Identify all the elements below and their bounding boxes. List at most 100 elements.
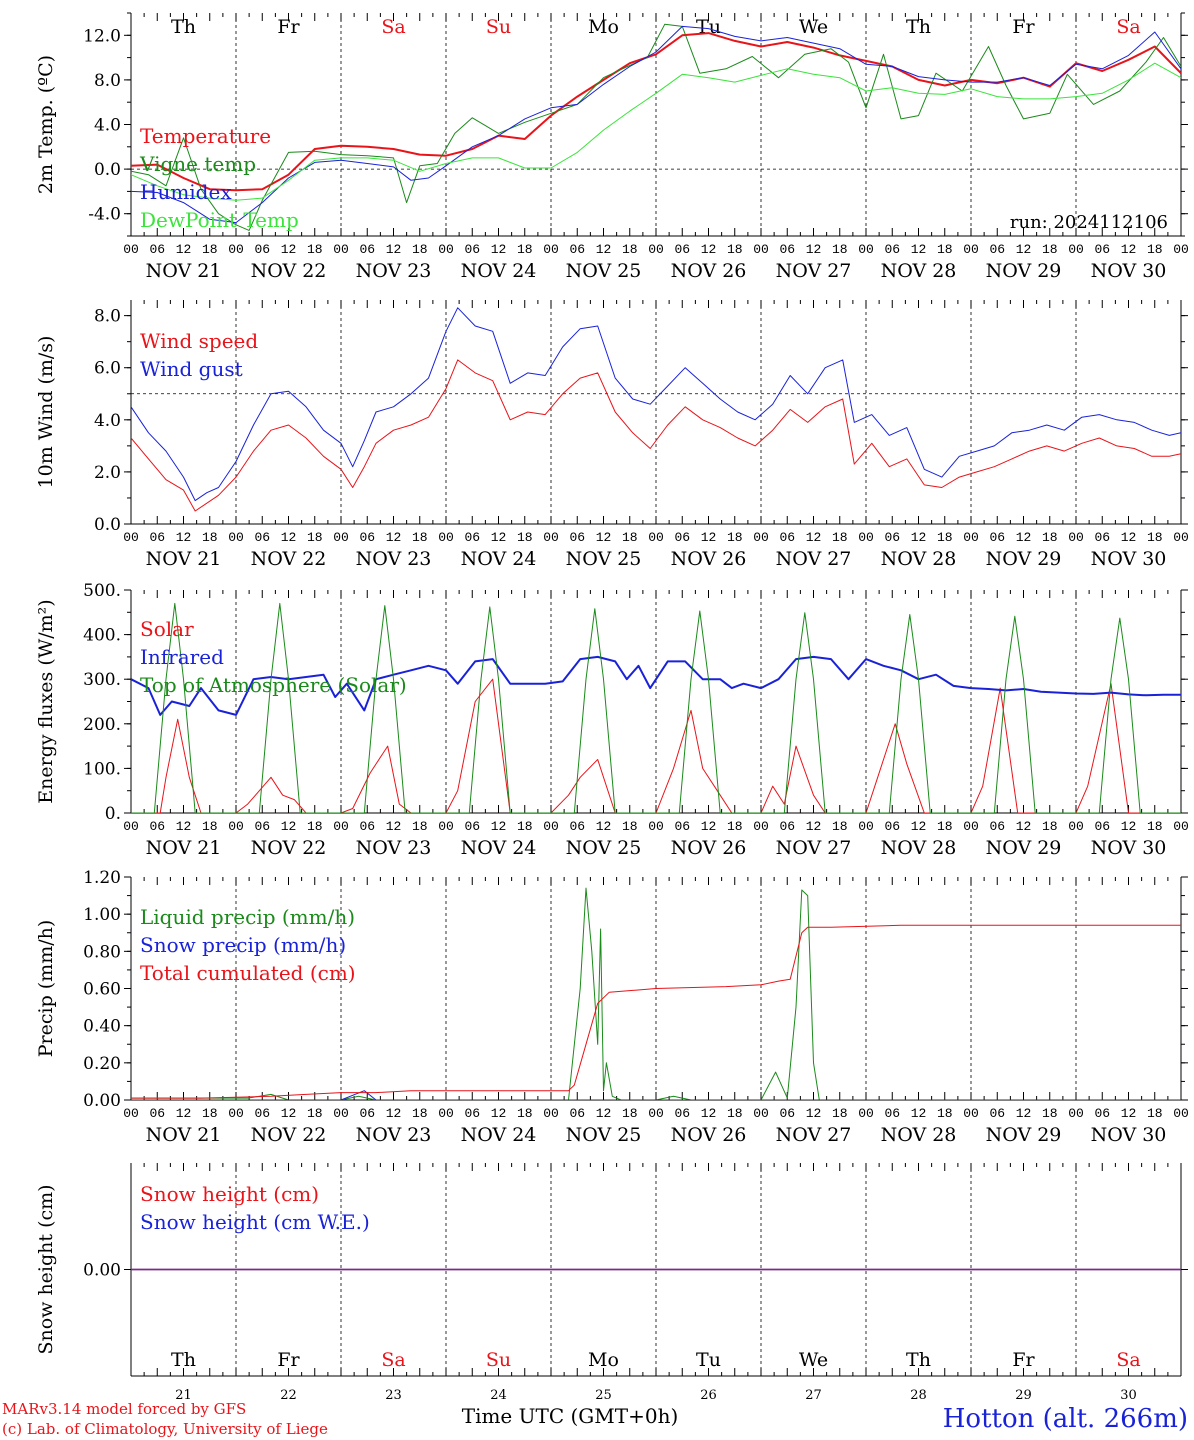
hour-tick-label: 06 — [779, 1106, 795, 1121]
legend-entry: Liquid precip (mm/h) — [140, 905, 355, 929]
hour-tick-label: 18 — [1147, 242, 1163, 257]
date-label: NOV 29 — [986, 837, 1062, 859]
y-tick-label: 2.0 — [94, 463, 121, 483]
hour-tick-label: 18 — [202, 1106, 218, 1121]
hour-tick-label: 12 — [806, 242, 822, 257]
day-number-label: 30 — [1120, 1388, 1137, 1403]
hour-tick-label: 18 — [1147, 819, 1163, 834]
hour-tick-label: 00 — [963, 242, 979, 257]
hour-tick-label: 00 — [333, 819, 349, 834]
y-tick-label: 4.0 — [94, 116, 121, 136]
legend-entry: Humidex — [140, 180, 232, 204]
hour-tick-label: 00 — [228, 530, 244, 545]
date-label: NOV 27 — [776, 1124, 852, 1146]
legend-entry: Temperature — [140, 124, 271, 148]
hour-tick-label: 12 — [1121, 242, 1137, 257]
day-name-label: Su — [486, 1349, 511, 1371]
date-label: NOV 26 — [671, 260, 747, 282]
hour-tick-label: 06 — [149, 1106, 165, 1121]
hour-tick-label: 00 — [333, 1106, 349, 1121]
date-label: NOV 27 — [776, 260, 852, 282]
hour-tick-label: 12 — [701, 1106, 717, 1121]
hour-tick-label: 06 — [674, 530, 690, 545]
hour-tick-label: 12 — [491, 242, 507, 257]
hour-tick-label: 12 — [1121, 530, 1137, 545]
date-label: NOV 27 — [776, 548, 852, 570]
hour-tick-label: 00 — [1068, 242, 1084, 257]
hour-tick-label: 00 — [123, 1106, 139, 1121]
x-axis-title: Time UTC (GMT+0h) — [462, 1404, 679, 1428]
hour-tick-label: 18 — [727, 1106, 743, 1121]
date-label: NOV 25 — [566, 837, 642, 859]
hour-tick-label: 12 — [1016, 242, 1032, 257]
date-label: NOV 25 — [566, 260, 642, 282]
date-label: NOV 24 — [461, 1124, 537, 1146]
y-tick-label: 1.20 — [83, 868, 121, 888]
hour-tick-label: 00 — [1068, 819, 1084, 834]
date-label: NOV 22 — [251, 260, 327, 282]
hour-tick-label: 18 — [1042, 530, 1058, 545]
panel-3: 0. 100. 200. 300. 400. 500. Energy fluxes (W/m… — [35, 581, 1189, 859]
legend-entry: Total cumulated (cm) — [140, 961, 356, 985]
day-name-label: Th — [906, 16, 931, 38]
date-label: NOV 28 — [881, 1124, 957, 1146]
day-name-label: Fr — [1012, 16, 1035, 38]
hour-tick-label: 00 — [123, 819, 139, 834]
hour-tick-label: 12 — [386, 819, 402, 834]
hour-tick-label: 06 — [779, 242, 795, 257]
hour-tick-label: 18 — [727, 530, 743, 545]
y-axis-title: Energy fluxes (W/m²) — [35, 599, 57, 803]
day-name-label: Fr — [277, 1349, 300, 1371]
hour-tick-label: 06 — [464, 530, 480, 545]
hour-tick-label: 18 — [937, 819, 953, 834]
date-label: NOV 21 — [146, 1124, 222, 1146]
y-tick-label: 0.40 — [83, 1017, 121, 1037]
date-label: NOV 29 — [986, 1124, 1062, 1146]
day-name-label: Sa — [1116, 1349, 1140, 1371]
hour-tick-label: 12 — [491, 1106, 507, 1121]
hour-tick-label: 18 — [307, 1106, 323, 1121]
day-number-label: 25 — [595, 1388, 612, 1403]
hour-tick-label: 18 — [1042, 1106, 1058, 1121]
run-label: run: 2024112106 — [1010, 212, 1168, 233]
hour-tick-label: 06 — [884, 530, 900, 545]
y-tick-label: 0. — [105, 804, 121, 824]
series-line-snow-precip-mm-h — [131, 1090, 1181, 1100]
credit-line-2: (c) Lab. of Climatology, University of L… — [2, 1420, 328, 1438]
day-number-label: 24 — [490, 1388, 507, 1403]
hour-tick-label: 00 — [858, 1106, 874, 1121]
hour-tick-label: 00 — [228, 1106, 244, 1121]
date-label: NOV 21 — [146, 548, 222, 570]
day-name-label: Fr — [1012, 1349, 1035, 1371]
y-axis-title: Precip (mm/h) — [35, 920, 57, 1058]
hour-tick-label: 00 — [543, 530, 559, 545]
series-line-top-of-atmosphere-solar — [131, 602, 1181, 813]
hour-tick-label: 06 — [149, 530, 165, 545]
y-tick-label: 0.00 — [83, 1261, 121, 1281]
legend-entry: Top of Atmosphere (Solar) — [140, 673, 407, 697]
hour-tick-label: 18 — [1147, 1106, 1163, 1121]
panel-5: 0.00 Snow height (cm) 21 22 23 24 25 26 27 28 29 30… — [35, 1163, 1188, 1403]
hour-tick-label: 06 — [779, 530, 795, 545]
credit-line-1: MARv3.14 model forced by GFS — [2, 1400, 246, 1418]
hour-tick-label: 00 — [753, 819, 769, 834]
day-name-label: Sa — [1116, 16, 1140, 38]
hour-tick-label: 18 — [832, 1106, 848, 1121]
y-tick-label: -4.0 — [88, 205, 121, 225]
hour-tick-label: 18 — [517, 1106, 533, 1121]
hour-tick-label: 12 — [806, 1106, 822, 1121]
hour-tick-label: 12 — [596, 1106, 612, 1121]
y-tick-label: 300. — [83, 670, 121, 690]
hour-tick-label: 00 — [333, 530, 349, 545]
hour-tick-label: 06 — [359, 242, 375, 257]
hour-tick-label: 06 — [359, 819, 375, 834]
hour-tick-label: 12 — [281, 819, 297, 834]
hour-tick-label: 00 — [438, 530, 454, 545]
hour-tick-label: 18 — [202, 242, 218, 257]
station-label: Hotton (alt. 266m) — [943, 1404, 1188, 1434]
day-name-label: Th — [171, 16, 196, 38]
y-tick-label: 200. — [83, 715, 121, 735]
hour-tick-label: 00 — [753, 530, 769, 545]
hour-tick-label: 06 — [254, 530, 270, 545]
date-label: NOV 25 — [566, 548, 642, 570]
